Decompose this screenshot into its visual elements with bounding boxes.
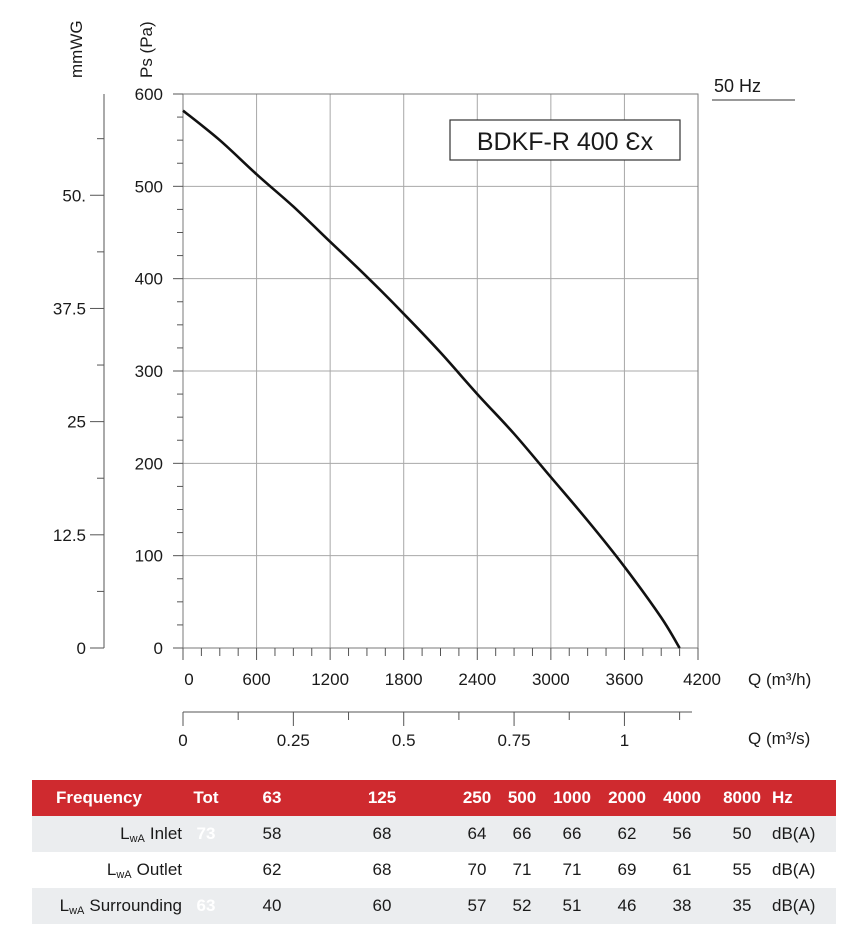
header-band: 8000 bbox=[723, 788, 761, 807]
m3h-tick-label: 3000 bbox=[532, 670, 570, 689]
row-value: 62 bbox=[617, 824, 637, 843]
m3s-tick-label: 0.25 bbox=[277, 731, 310, 750]
m3s-axis-label: Q (m³/s) bbox=[748, 729, 810, 748]
row-value: 70 bbox=[467, 860, 487, 879]
row-value: 51 bbox=[562, 896, 582, 915]
row-value: 55 bbox=[732, 860, 752, 879]
m3h-ticks: 0 600 1200 1800 2400 3000 3600 4200 bbox=[182, 648, 721, 689]
mmwg-tick-label: 12.5 bbox=[53, 526, 86, 545]
m3s-tick-label: 0.75 bbox=[498, 731, 531, 750]
row-value: 46 bbox=[617, 896, 637, 915]
row-value: 50 bbox=[732, 824, 752, 843]
header-band: 500 bbox=[507, 788, 537, 807]
m3h-tick-label: 1800 bbox=[385, 670, 423, 689]
mmwg-tick-label: 50. bbox=[62, 186, 86, 205]
pa-tick-label: 0 bbox=[154, 639, 163, 658]
row-unit: dB(A) bbox=[772, 860, 816, 879]
m3h-tick-label: 3600 bbox=[606, 670, 644, 689]
fan-curve bbox=[182, 109, 681, 649]
row-label-prefix: L bbox=[120, 824, 130, 843]
model-box bbox=[449, 119, 681, 161]
header-frequency: Frequency bbox=[56, 788, 142, 807]
row-value: 52 bbox=[512, 896, 532, 915]
pa-axis-label: Ps (Pa) bbox=[137, 21, 156, 78]
m3s-tick-label: 1 bbox=[620, 731, 629, 750]
row-tot: 73 bbox=[196, 824, 216, 843]
row-label-subscript: wA bbox=[116, 869, 132, 881]
row-value: 61 bbox=[672, 860, 692, 879]
fan-curve-chart: mmWG Ps (Pa) 50 Hz 50. 37.5 25 12.5 0 600 500… bbox=[53, 20, 811, 750]
row-label-text: Outlet bbox=[136, 860, 182, 879]
row-label-text: Inlet bbox=[149, 824, 182, 843]
row-label-prefix: L bbox=[59, 896, 70, 915]
row-value: 68 bbox=[372, 824, 392, 843]
m3h-tick-label: 4200 bbox=[683, 670, 721, 689]
row-value: 38 bbox=[672, 896, 692, 915]
row-value: 68 bbox=[372, 860, 392, 879]
row-unit: dB(A) bbox=[772, 824, 816, 843]
mmwg-axis-label: mmWG bbox=[67, 20, 86, 78]
mmwg-ticks: 50. 37.5 25 12.5 0 bbox=[53, 138, 104, 658]
row-value: 62 bbox=[262, 860, 282, 879]
row-value: 64 bbox=[467, 824, 487, 843]
pa-tick-label: 400 bbox=[135, 270, 163, 289]
row-value: 60 bbox=[372, 896, 392, 915]
row-tot: 63 bbox=[196, 896, 216, 915]
row-value: 66 bbox=[562, 824, 582, 843]
mmwg-tick-label: 0 bbox=[77, 639, 86, 658]
row-value: 71 bbox=[562, 860, 582, 879]
row-tot: 77 bbox=[196, 860, 216, 879]
header-band: 2000 bbox=[608, 788, 646, 807]
row-label-prefix: L bbox=[106, 860, 117, 879]
pa-ticks: 600 500 400 300 200 100 0 bbox=[135, 85, 183, 658]
header-band: 1000 bbox=[553, 788, 591, 807]
header-unit: Hz bbox=[772, 788, 793, 807]
header-tot: Tot bbox=[193, 788, 219, 807]
pa-tick-label: 200 bbox=[135, 454, 163, 473]
m3s-tick-label: 0 bbox=[178, 731, 187, 750]
m3h-tick-label: 600 bbox=[242, 670, 270, 689]
pa-tick-label: 100 bbox=[135, 547, 163, 566]
pa-tick-label: 500 bbox=[135, 177, 163, 196]
m3h-tick-label: 2400 bbox=[458, 670, 496, 689]
header-band: 4000 bbox=[663, 788, 701, 807]
row-value: 58 bbox=[262, 824, 282, 843]
header-band: 250 bbox=[462, 788, 492, 807]
m3h-tick-label: 1200 bbox=[311, 670, 349, 689]
row-value: 69 bbox=[617, 860, 637, 879]
mmwg-tick-label: 37.5 bbox=[53, 299, 86, 318]
m3h-axis-label: Q (m³/h) bbox=[748, 670, 811, 689]
row-value: 57 bbox=[467, 896, 487, 915]
m3s-ticks: 0 0.25 0.5 0.75 1 bbox=[178, 712, 681, 750]
frequency-label: 50 Hz bbox=[714, 76, 761, 96]
m3s-tick-label: 0.5 bbox=[392, 731, 416, 750]
row-label-text: Surrounding bbox=[89, 896, 182, 915]
model-label: BDKF-R 400 Ɛx bbox=[477, 128, 654, 156]
row-label-subscript: wA bbox=[69, 905, 85, 917]
row-value: 40 bbox=[262, 896, 282, 915]
pa-tick-label: 600 bbox=[135, 85, 163, 104]
header-band: 125 bbox=[367, 788, 397, 807]
row-value: 35 bbox=[732, 896, 752, 915]
table-header-row: Frequency Tot 63 125 250 500 1000 2000 4000 8000 H… bbox=[32, 780, 836, 816]
row-value: 56 bbox=[672, 824, 692, 843]
m3h-tick-label: 0 bbox=[184, 670, 193, 689]
row-label-subscript: wA bbox=[129, 833, 145, 845]
row-value: 71 bbox=[512, 860, 532, 879]
header-band: 63 bbox=[262, 788, 282, 807]
mmwg-tick-label: 25 bbox=[67, 413, 86, 432]
row-value: 66 bbox=[512, 824, 532, 843]
pa-tick-label: 300 bbox=[135, 362, 163, 381]
row-unit: dB(A) bbox=[772, 896, 816, 915]
